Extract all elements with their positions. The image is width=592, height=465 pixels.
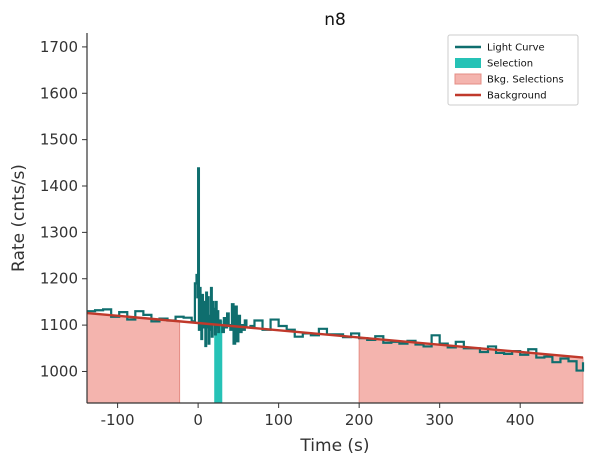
chart-title: n8 [324, 10, 346, 30]
ticks-layer: -100 0 100 200 300 400 1000 1100 1200 1300 1400 150… [40, 38, 535, 429]
legend: Light Curve Selection Bkg. Selections Backg… [447, 34, 579, 106]
legend-label: Selection [487, 59, 533, 70]
axes-layer [86, 33, 583, 404]
selection-region [214, 320, 223, 403]
background-fit-layer [86, 311, 584, 359]
background-selections-layer [86, 312, 584, 404]
y-tick-label: 1600 [40, 84, 78, 102]
y-tick-label: 1200 [40, 270, 78, 288]
x-tick-label: 100 [264, 411, 293, 429]
light-curve-layer [87, 167, 585, 372]
y-tick-label: 1000 [40, 362, 78, 380]
x-tick-label: 300 [425, 411, 454, 429]
legend-swatch-patch [454, 73, 482, 85]
legend-label: Background [487, 91, 547, 102]
bkg-selection-region-1 [86, 312, 181, 404]
x-tick-label: -100 [101, 411, 135, 429]
legend-swatch-patch [455, 58, 481, 68]
selection-layer [214, 320, 223, 403]
light-curve-series [87, 167, 585, 372]
x-tick-label: 400 [506, 411, 535, 429]
y-tick-label: 1400 [40, 177, 78, 195]
x-tick-label: 200 [345, 411, 374, 429]
y-tick-label: 1300 [40, 223, 78, 241]
y-tick-label: 1100 [40, 316, 78, 334]
y-axis-label: Rate (cnts/s) [9, 164, 29, 272]
background-fit-line [86, 311, 584, 359]
x-axis-label: Time (s) [299, 436, 369, 456]
y-tick-label: 1500 [40, 131, 78, 149]
y-tick-label: 1700 [40, 38, 78, 56]
legend-items: Light Curve Selection Bkg. Selections Backg… [454, 43, 564, 102]
legend-label: Light Curve [487, 43, 545, 54]
legend-label: Bkg. Selections [487, 75, 564, 86]
legend-frame [447, 34, 579, 106]
x-tick-label: 0 [193, 411, 203, 429]
